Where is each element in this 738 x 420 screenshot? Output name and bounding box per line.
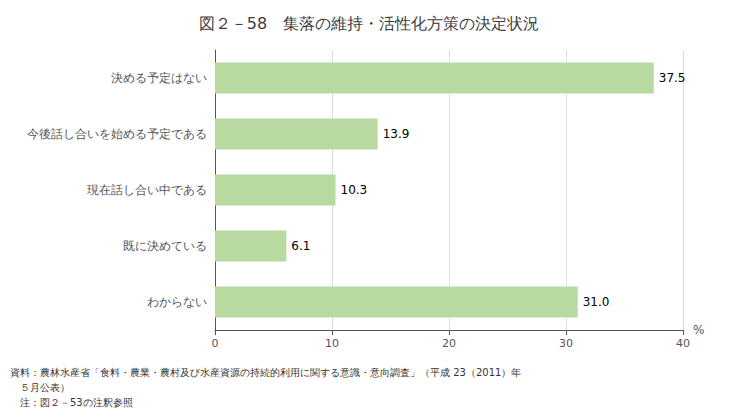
svg-text:10: 10 — [325, 337, 339, 350]
svg-text:既に決めている: 既に決めている — [123, 239, 207, 253]
svg-text:資料：農林水産省「食料・農業・農村及び水産資源の持続的利用に: 資料：農林水産省「食料・農業・農村及び水産資源の持続的利用に関する意識・意向調査… — [10, 367, 521, 378]
svg-text:6.1: 6.1 — [291, 239, 310, 253]
svg-text:20: 20 — [442, 337, 456, 350]
svg-text:決める予定はない: 決める予定はない — [111, 71, 207, 85]
svg-text:40: 40 — [676, 337, 690, 350]
svg-text:注：図２－53の注釈参照: 注：図２－53の注釈参照 — [10, 397, 133, 408]
svg-text:５月公表）: ５月公表） — [10, 382, 70, 393]
svg-text:今後話し合いを始める予定である: 今後話し合いを始める予定である — [27, 127, 207, 141]
svg-text:10.3: 10.3 — [341, 183, 368, 197]
svg-text:0: 0 — [212, 337, 219, 350]
svg-text:37.5: 37.5 — [659, 71, 686, 85]
svg-text:13.9: 13.9 — [383, 127, 410, 141]
svg-text:%: % — [693, 323, 704, 337]
svg-text:図２－58 集落の維持・活性化方策の決定状況: 図２－58 集落の維持・活性化方策の決定状況 — [199, 14, 539, 33]
svg-text:31.0: 31.0 — [583, 295, 610, 309]
svg-text:現在話し合い中である: 現在話し合い中である — [87, 183, 207, 197]
svg-text:わからない: わからない — [147, 295, 207, 309]
svg-text:30: 30 — [559, 337, 573, 350]
